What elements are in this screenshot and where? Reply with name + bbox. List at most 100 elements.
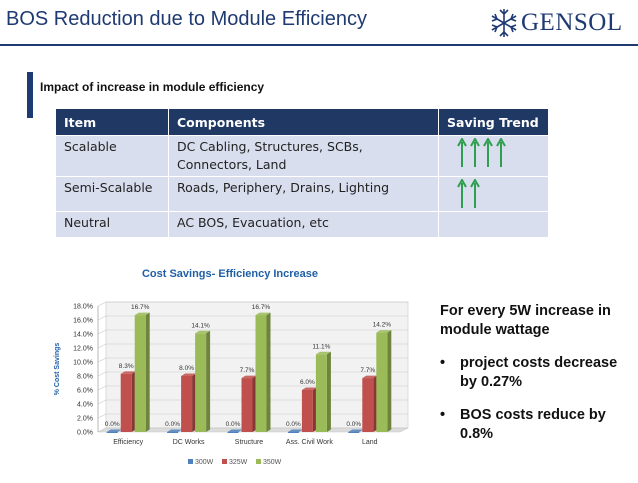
gridline (97, 385, 107, 391)
gridline (97, 427, 107, 433)
y-tick-label: 0.0% (77, 430, 93, 437)
components-cell: AC BOS, Evacuation, etc (168, 211, 439, 238)
gridline (97, 329, 107, 335)
up-arrow-icon (457, 138, 467, 167)
bar-top (376, 330, 392, 333)
gridline (97, 315, 107, 321)
y-tick-label: 12.0% (73, 346, 93, 353)
table-row: Scalable DC Cabling, Structures, SCBs, C… (55, 135, 549, 177)
snowflake-logo-icon (491, 9, 517, 37)
data-label: 16.7% (252, 304, 271, 311)
components-cell: DC Cabling, Structures, SCBs, Connectors… (168, 135, 439, 177)
y-tick-label: 16.0% (73, 318, 93, 325)
data-label: 0.0% (286, 421, 301, 428)
bullet-dot: • (440, 355, 446, 371)
gridline (97, 399, 107, 405)
data-label: 0.0% (165, 421, 180, 428)
slide-header: BOS Reduction due to Module Efficiency G… (0, 0, 638, 46)
table-header-row: Item Components Saving Trend (55, 108, 549, 136)
section-heading: Impact of increase in module efficiency (40, 80, 265, 94)
bullet-text: project costs decrease by 0.27% (460, 355, 618, 390)
item-cell: Semi-Scalable (55, 176, 169, 212)
up-arrow-icon (470, 179, 480, 208)
y-tick-label: 6.0% (77, 388, 93, 395)
x-tick-label: Efficiency (113, 439, 143, 446)
bar (134, 315, 146, 432)
bar (241, 378, 253, 432)
side-summary: For every 5W increase in module wattage … (440, 302, 636, 444)
table-row: Semi-Scalable Roads, Periphery, Drains, … (55, 176, 549, 212)
data-label: 11.1% (312, 343, 330, 350)
gensol-logo: GENSOL (489, 5, 635, 41)
slide-title: BOS Reduction due to Module Efficiency (6, 8, 367, 30)
bar (181, 376, 193, 432)
bar-top (362, 375, 378, 379)
bos-items-table: Item Components Saving Trend Scalable DC… (55, 108, 549, 238)
bar-top (181, 373, 197, 376)
item-cell: Scalable (55, 135, 169, 177)
bar (167, 432, 179, 433)
bar-top (106, 429, 122, 432)
gridline (97, 371, 107, 377)
bar-side (266, 312, 271, 432)
data-label: 0.0% (105, 421, 120, 428)
gridline (97, 301, 107, 307)
up-arrow-icon (496, 138, 506, 167)
x-tick-label: DC Works (173, 439, 205, 446)
bar-top (301, 387, 317, 390)
bar (255, 315, 267, 432)
bullet-text: BOS costs reduce by 0.8% (460, 407, 606, 442)
data-label: 6.0% (300, 379, 315, 386)
column-header-components: Components (168, 108, 439, 136)
bar-top (167, 429, 183, 432)
bar-top (315, 351, 331, 355)
bar-side (387, 330, 392, 432)
x-tick-label: Ass. Civil Work (286, 439, 333, 446)
bar (301, 390, 313, 432)
chart-title: Cost Savings- Efficiency Increase (142, 268, 318, 280)
logo-text: GENSOL (521, 9, 623, 36)
gridline (97, 413, 107, 419)
data-label: 7.7% (360, 367, 375, 374)
up-arrow-icon (483, 138, 493, 167)
column-header-item: Item (55, 108, 169, 136)
up-arrow-icon (457, 179, 467, 208)
x-tick-label: Structure (235, 439, 264, 446)
table-row: Neutral AC BOS, Evacuation, etc (55, 211, 549, 238)
y-tick-label: 4.0% (77, 402, 93, 409)
components-cell: Roads, Periphery, Drains, Lighting (168, 176, 439, 212)
bar (376, 332, 388, 432)
bar (287, 432, 299, 433)
y-tick-label: 10.0% (73, 360, 93, 367)
data-label: 16.7% (131, 304, 150, 311)
cost-savings-chart: Cost Savings- Efficiency Increase 0.0% 2.0… (38, 262, 428, 478)
legend-label: 350W (263, 459, 282, 466)
data-label: 7.7% (240, 367, 255, 374)
bar (362, 378, 374, 432)
legend-swatch (256, 459, 261, 464)
column-header-saving-trend: Saving Trend (438, 108, 549, 136)
bullet-dot: • (440, 407, 446, 423)
y-tick-label: 18.0% (73, 304, 93, 311)
legend-label: 325W (229, 459, 248, 466)
bar-top (287, 429, 303, 432)
item-cell: Neutral (55, 211, 169, 238)
data-label: 14.1% (191, 322, 210, 329)
saving-trend-cell (438, 135, 549, 177)
bar (120, 373, 132, 432)
bar-top (134, 312, 150, 316)
gridline (97, 357, 107, 363)
y-tick-label: 2.0% (77, 416, 93, 423)
bar-top (120, 371, 136, 374)
bar-side (206, 330, 211, 432)
bar-top (227, 429, 243, 432)
cost-savings-chart-svg: Cost Savings- Efficiency Increase 0.0% 2.0… (54, 268, 409, 466)
legend-label: 300W (195, 459, 214, 466)
legend-swatch (188, 459, 193, 464)
section-accent-bar (27, 72, 33, 118)
summary-bullet: • project costs decrease by 0.27% (440, 354, 636, 392)
y-axis-label: % Cost Savings (54, 343, 61, 396)
bar-top (255, 312, 271, 316)
bar (315, 354, 327, 432)
bar (227, 432, 239, 433)
